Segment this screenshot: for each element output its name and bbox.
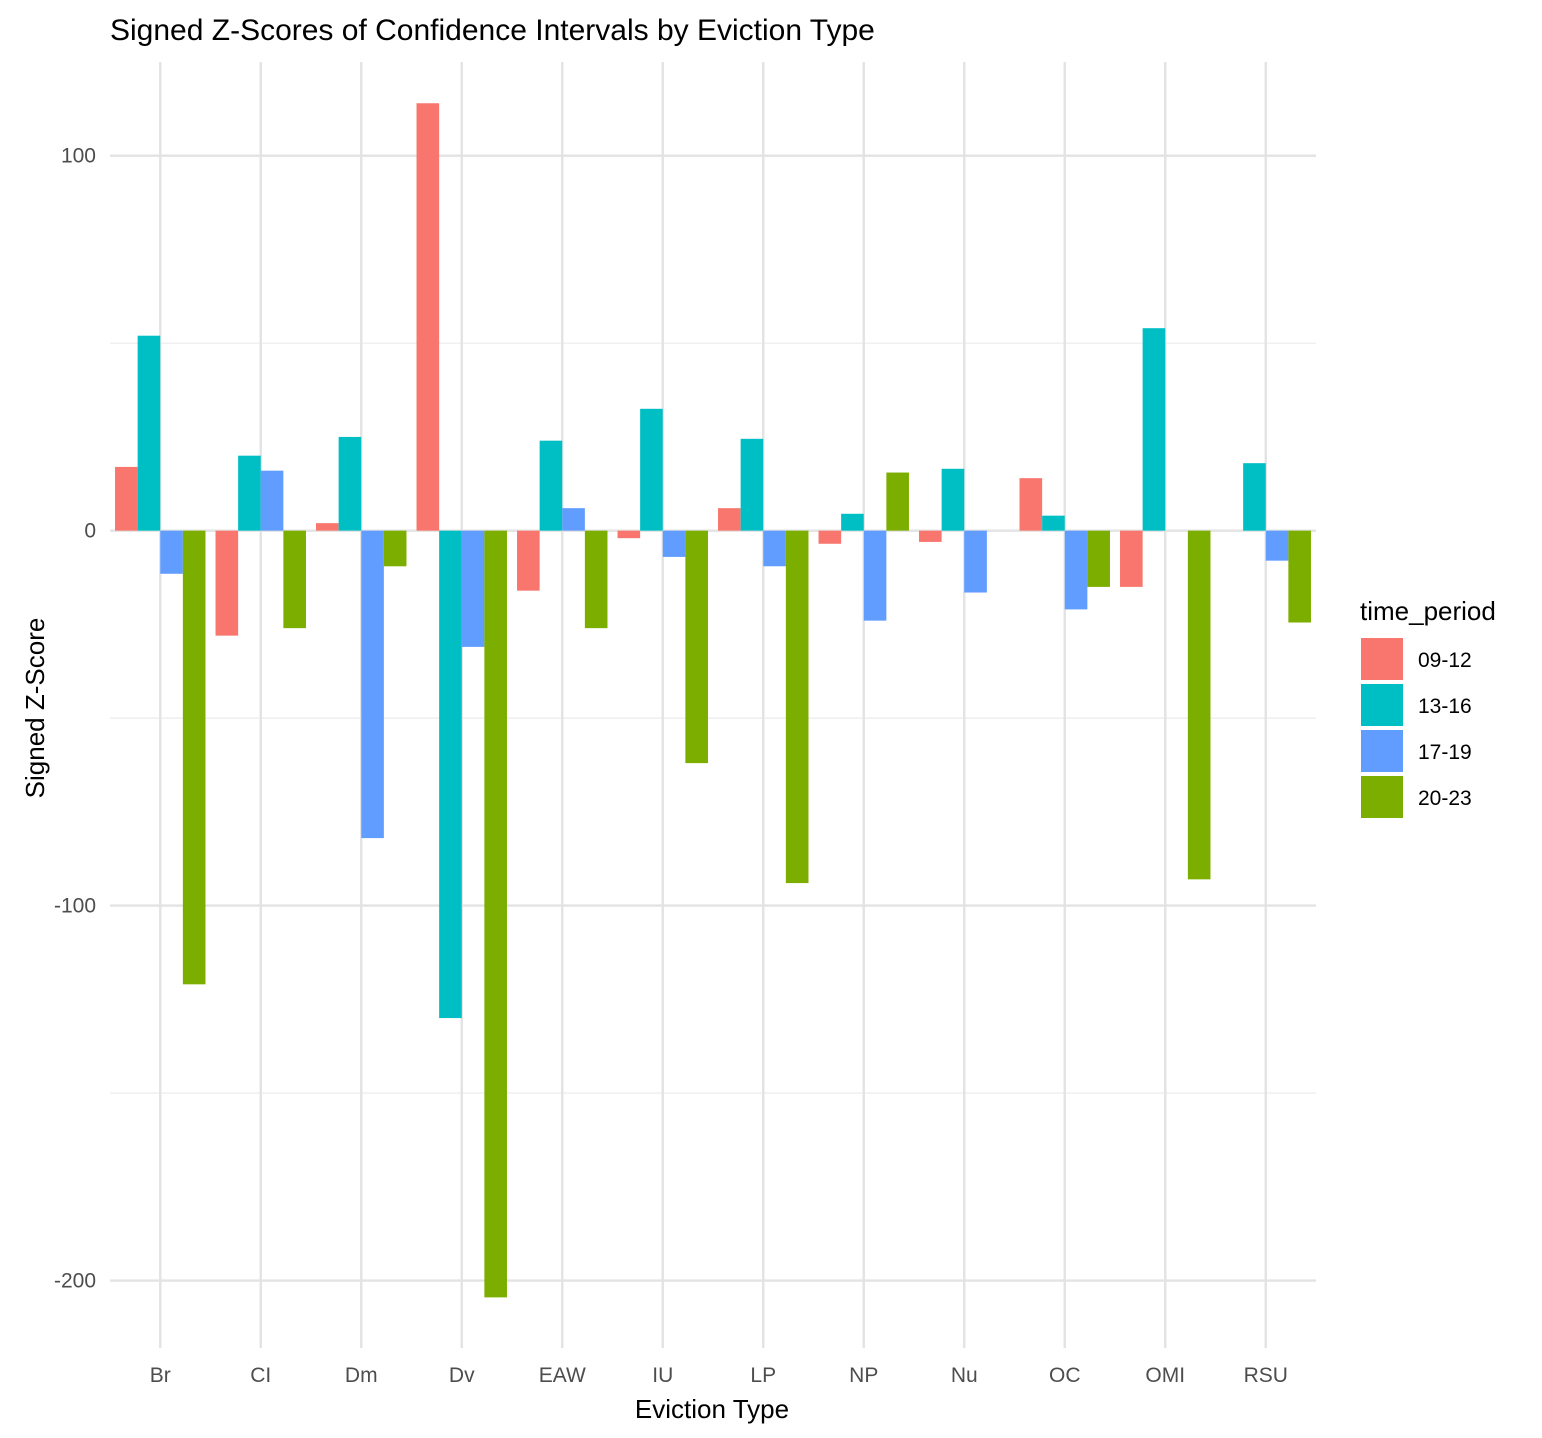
bar-Dm-09-12 xyxy=(316,523,339,531)
x-tick-label: EAW xyxy=(539,1364,586,1387)
legend-items: 09-12 13-16 17-19 20-23 xyxy=(1361,638,1472,818)
bar-Nu-17-19 xyxy=(964,530,987,593)
bar-Dv-13-16 xyxy=(439,530,462,1019)
legend-swatch-13-16 xyxy=(1361,684,1403,726)
y-tick-label: -200 xyxy=(54,1270,96,1293)
bar-Dv-09-12 xyxy=(416,103,440,531)
bar-RSU-17-19 xyxy=(1265,530,1289,561)
x-axis-ticks: Br CI Dm Dv EAW IU LP NP Nu OC OMI RSU xyxy=(150,1364,1288,1387)
x-tick-label: IU xyxy=(652,1364,673,1387)
grid xyxy=(110,62,1316,1348)
bar-CI-09-12 xyxy=(215,530,239,636)
bar-Br-20-23 xyxy=(182,530,206,985)
bar-EAW-20-23 xyxy=(584,530,608,629)
x-tick-label: CI xyxy=(250,1364,271,1387)
legend-label: 17-19 xyxy=(1418,741,1472,764)
y-tick-label: 100 xyxy=(61,145,96,168)
bar-Br-17-19 xyxy=(160,530,183,574)
bar-CI-17-19 xyxy=(260,470,284,531)
x-tick-label: Br xyxy=(150,1364,171,1387)
legend-swatch-09-12 xyxy=(1361,638,1403,680)
bar-IU-20-23 xyxy=(685,530,708,764)
bar-Dv-20-23 xyxy=(484,530,507,1298)
chart-title: Signed Z-Scores of Confidence Intervals … xyxy=(110,14,875,47)
legend: time_period 09-12 13-16 17-19 20-23 xyxy=(1360,596,1496,818)
bar-CI-13-16 xyxy=(238,455,261,531)
bar-NP-20-23 xyxy=(886,472,909,531)
bar-NP-13-16 xyxy=(841,513,864,531)
bar-LP-17-19 xyxy=(763,530,786,567)
bar-OC-17-19 xyxy=(1064,530,1088,610)
x-tick-label: Dm xyxy=(345,1364,378,1387)
bar-OC-20-23 xyxy=(1087,530,1110,587)
y-axis-ticks: 100 0 -100 -200 xyxy=(54,145,96,1293)
bar-EAW-13-16 xyxy=(539,440,563,531)
bar-Br-09-12 xyxy=(115,466,138,531)
bars xyxy=(115,103,1311,1298)
bar-Dm-13-16 xyxy=(338,436,362,531)
y-tick-label: 0 xyxy=(84,520,96,543)
bar-OMI-09-12 xyxy=(1120,530,1143,587)
y-tick-label: -100 xyxy=(54,895,96,918)
bar-CI-20-23 xyxy=(283,530,306,629)
legend-title: time_period xyxy=(1360,596,1496,626)
bar-NP-09-12 xyxy=(818,530,842,544)
bar-IU-09-12 xyxy=(617,530,641,539)
bar-IU-17-19 xyxy=(662,530,686,557)
bar-RSU-20-23 xyxy=(1288,530,1311,623)
bar-Br-13-16 xyxy=(137,335,161,531)
legend-swatch-17-19 xyxy=(1361,730,1403,772)
bar-LP-13-16 xyxy=(740,438,764,531)
bar-OMI-13-16 xyxy=(1142,328,1166,531)
bar-Dm-20-23 xyxy=(383,530,407,567)
x-tick-label: Nu xyxy=(951,1364,978,1387)
bar-RSU-13-16 xyxy=(1243,463,1266,531)
bar-IU-13-16 xyxy=(640,408,663,531)
bar-OC-09-12 xyxy=(1019,478,1043,531)
bar-OC-13-16 xyxy=(1042,515,1065,531)
bar-OMI-20-23 xyxy=(1187,530,1211,880)
x-tick-label: OC xyxy=(1049,1364,1081,1387)
x-axis-title: Eviction Type xyxy=(635,1394,789,1424)
bar-Dv-17-19 xyxy=(461,530,485,647)
bar-NP-17-19 xyxy=(863,530,887,621)
bar-Nu-09-12 xyxy=(919,530,942,542)
legend-swatch-20-23 xyxy=(1361,776,1403,818)
bar-Dm-17-19 xyxy=(361,530,384,839)
bar-EAW-09-12 xyxy=(517,530,540,591)
legend-label: 20-23 xyxy=(1418,787,1472,810)
y-axis-title: Signed Z-Score xyxy=(20,618,50,799)
x-tick-label: Dv xyxy=(449,1364,475,1387)
x-tick-label: LP xyxy=(750,1364,776,1387)
bar-LP-20-23 xyxy=(785,530,809,884)
x-tick-label: RSU xyxy=(1244,1364,1288,1387)
legend-label: 09-12 xyxy=(1418,649,1472,672)
x-tick-label: NP xyxy=(849,1364,878,1387)
bar-EAW-17-19 xyxy=(562,508,585,531)
x-tick-label: OMI xyxy=(1145,1364,1185,1387)
bar-LP-09-12 xyxy=(718,508,741,531)
legend-label: 13-16 xyxy=(1418,695,1472,718)
bar-Nu-13-16 xyxy=(941,468,965,531)
